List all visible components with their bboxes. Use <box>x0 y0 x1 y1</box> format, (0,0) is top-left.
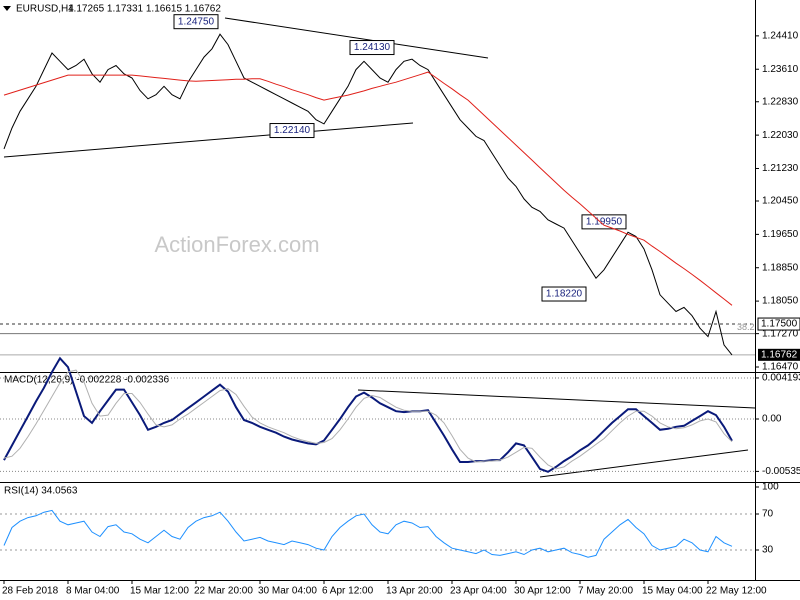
series-line <box>3 71 733 306</box>
annotation-label: 1.24130 <box>354 42 391 53</box>
y-tick-label: 1.24410 <box>762 31 799 42</box>
y-tick-label: -0.005356 <box>762 466 800 477</box>
series-line <box>3 33 733 356</box>
ohlc-text: 1.17265 1.17331 1.16615 1.16762 <box>68 4 221 15</box>
macd-title: MACD(12,26,9) -0.002228 -0.002336 <box>4 375 170 386</box>
x-tick-label: 30 Apr 12:00 <box>514 586 571 597</box>
x-tick-label: 22 May 12:00 <box>706 586 767 597</box>
x-tick-label: 15 Mar 12:00 <box>130 586 189 597</box>
annotation-box <box>173 14 219 30</box>
watermark: ActionForex.com <box>154 232 319 257</box>
series-line <box>3 356 733 473</box>
level-box <box>757 317 800 331</box>
annotation-box <box>581 214 627 230</box>
y-tick-label: 1.18850 <box>762 262 799 273</box>
annotation-label: 1.19950 <box>586 217 623 228</box>
series-line <box>3 509 733 558</box>
x-tick-label: 6 Apr 12:00 <box>322 586 374 597</box>
y-tick-label: 1.22030 <box>762 130 799 141</box>
y-tick-label: 0.004193 <box>762 373 800 384</box>
trendline <box>3 122 414 158</box>
x-tick-label: 8 Mar 04:00 <box>66 586 120 597</box>
rsi-title: RSI(14) 34.0563 <box>4 486 78 497</box>
y-tick-label: 0.00 <box>762 414 782 425</box>
x-tick-label: 15 May 04:00 <box>642 586 703 597</box>
annotation-box <box>541 286 587 302</box>
series-line <box>3 369 733 470</box>
y-tick-label: 1.18050 <box>762 296 799 307</box>
y-tick-label: 30 <box>762 545 774 556</box>
x-tick-label: 22 Mar 20:00 <box>194 586 253 597</box>
trendlines <box>3 17 756 478</box>
annotation-box <box>349 40 395 56</box>
y-tick-label: 1.17270 <box>762 328 799 339</box>
annotation-label: 1.18220 <box>546 289 583 300</box>
x-tick-label: 23 Apr 04:00 <box>450 586 507 597</box>
y-tick-label: 1.22830 <box>762 96 799 107</box>
y-tick-label: 1.23610 <box>762 64 799 75</box>
y-tick-label: 1.20450 <box>762 196 799 207</box>
trendline <box>539 449 749 478</box>
y-tick-label: 70 <box>762 509 774 520</box>
x-tick-label: 7 May 20:00 <box>578 586 633 597</box>
current-price-label: 1.16762 <box>761 349 798 360</box>
trendline <box>357 389 756 409</box>
level-label: 1.17500 <box>761 319 798 330</box>
frames <box>0 0 800 581</box>
y-tick-label: 1.19650 <box>762 229 799 240</box>
x-tick-label: 30 Mar 04:00 <box>258 586 317 597</box>
y-tick-label: 100 <box>762 482 779 493</box>
x-tick-label: 13 Apr 20:00 <box>386 586 443 597</box>
x-tick-label: 28 Feb 2018 <box>2 586 59 597</box>
annotation-label: 1.24750 <box>178 16 215 27</box>
annotation-label: 1.22140 <box>274 125 311 136</box>
annotation-box <box>269 123 315 139</box>
y-tick-label: 1.16470 <box>762 362 799 373</box>
menu-icon <box>3 6 11 11</box>
fib-label: 38.2 <box>737 322 755 332</box>
trendline <box>224 17 489 59</box>
current-price-box <box>758 348 800 361</box>
chart-title: EURUSD,H4 <box>16 4 74 15</box>
y-tick-label: 1.21230 <box>762 163 799 174</box>
